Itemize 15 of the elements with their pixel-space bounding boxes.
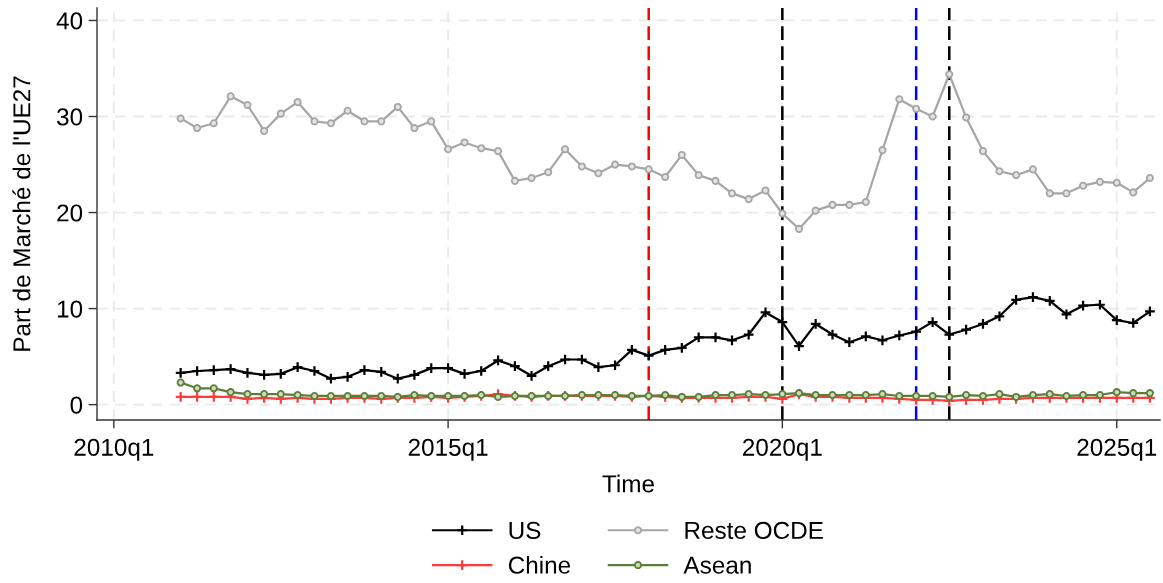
x-tick-label: 2015q1 (408, 438, 488, 461)
x-axis-title: Time (602, 474, 654, 493)
y-tick-label: 10 (57, 300, 83, 318)
x-tick-label: 2020q1 (743, 438, 822, 461)
x-tick-label: 2010q1 (74, 438, 154, 461)
legend-label: Reste OCDE (685, 521, 823, 539)
y-tick-label: 20 (57, 204, 83, 222)
legend-label: Chine (508, 555, 571, 574)
y-tick-label: 40 (56, 12, 83, 30)
x-tick-label: 2025q1 (1077, 438, 1157, 461)
y-tick-label: 0 (70, 396, 83, 414)
legend-label: US (509, 521, 541, 539)
y-axis-title: Part de Marché de l'UE27 (12, 76, 31, 351)
y-tick-label: 30 (57, 108, 83, 126)
legend-label: Asean (683, 556, 751, 574)
